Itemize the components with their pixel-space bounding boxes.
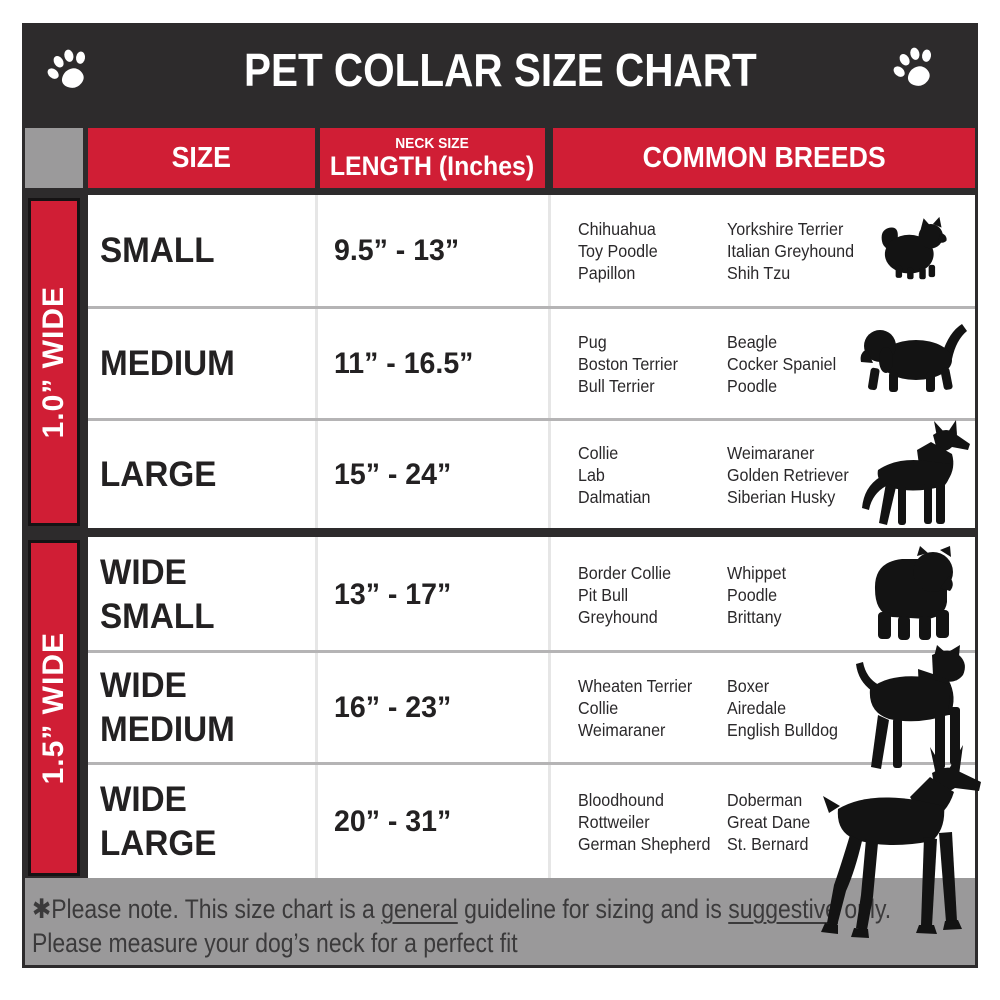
size-cell-wide-small: WIDE SMALL — [100, 553, 215, 636]
breeds-list: Wheaten Terrier Collie Weimaraner — [578, 675, 693, 740]
row-divider — [88, 650, 975, 653]
footer-line-1: ✱Please note. This size chart is a gener… — [32, 894, 891, 924]
column-divider — [548, 537, 551, 878]
size-cell-wide-medium: WIDE MEDIUM — [100, 665, 235, 749]
corner-block — [25, 128, 83, 188]
size-cell-wide-large: WIDE LARGE — [100, 779, 217, 863]
breeds-list: Border Collie Pit Bull Greyhound — [578, 563, 672, 627]
side-band-1-inch-wide: 1.0” WIDE — [28, 198, 80, 526]
breeds-cell-col2: Doberman Great Dane St. Bernard — [727, 765, 895, 878]
column-header-size: SIZE — [88, 128, 315, 188]
size-cell-large: LARGE — [100, 454, 217, 494]
pit-bull-silhouette-icon — [856, 645, 965, 769]
footer-note-text: ✱Please note. This size chart is a gener… — [32, 892, 891, 960]
side-band-label: 1.0” WIDE — [37, 285, 70, 439]
breeds-cell-col1: Pug Boston Terrier Bull Terrier — [578, 309, 728, 418]
column-header-length: NECK SIZE LENGTH (Inches) — [320, 128, 545, 188]
common-breeds-header-label: COMMON BREEDS — [642, 141, 886, 174]
neck-size-label: NECK SIZE — [395, 135, 470, 152]
length-cell: 16” - 23” — [334, 690, 452, 724]
breeds-cell-col2: Whippet Poodle Brittany — [727, 540, 895, 650]
breeds-cell-col2: Yorkshire Terrier Italian Greyhound Shih… — [727, 195, 895, 306]
beagle-silhouette-icon — [860, 324, 967, 392]
size-header-label: SIZE — [171, 141, 232, 174]
underlined-word-suggestive: suggestive — [728, 894, 838, 924]
paw-print-icon — [47, 49, 86, 88]
size-cell-small: SMALL — [100, 230, 215, 270]
length-cell: 15” - 24” — [334, 457, 452, 491]
breeds-list: Collie Lab Dalmatian — [578, 442, 651, 507]
doberman-silhouette-icon — [821, 745, 981, 938]
length-cell: 11” - 16.5” — [334, 346, 474, 380]
page-title: PET COLLAR SIZE CHART — [243, 44, 757, 96]
breeds-list: Chihuahua Toy Poodle Papillon — [578, 218, 658, 283]
length-cell: 20” - 31” — [334, 804, 452, 838]
length-inches-label: LENGTH (Inches) — [330, 151, 535, 181]
breeds-cell-col2: Beagle Cocker Spaniel Poodle — [727, 309, 895, 418]
breeds-cell-col1: Border Collie Pit Bull Greyhound — [578, 540, 728, 650]
bulldog-silhouette-icon — [874, 546, 953, 640]
paw-print-icon — [893, 47, 932, 86]
pomeranian-silhouette-icon — [881, 216, 947, 280]
breeds-list: Yorkshire Terrier Italian Greyhound Shih… — [727, 218, 855, 283]
breeds-cell-col1: Wheaten Terrier Collie Weimaraner — [578, 653, 728, 762]
breeds-list: Boxer Airedale English Bulldog — [727, 675, 838, 740]
german-shepherd-silhouette-icon — [862, 420, 970, 525]
column-header-common-breeds: COMMON BREEDS — [553, 128, 975, 188]
table-body-bottom-section — [88, 537, 975, 878]
breeds-cell-col2: Weimaraner Golden Retriever Siberian Hus… — [727, 421, 895, 528]
size-cell-medium: MEDIUM — [100, 343, 235, 383]
underlined-word-general: general — [381, 894, 458, 924]
title-bar: PET COLLAR SIZE CHART — [22, 23, 978, 117]
column-divider — [548, 195, 551, 528]
row-divider — [88, 306, 975, 309]
side-band-label: 1.5” WIDE — [37, 631, 70, 785]
column-divider — [315, 537, 318, 878]
length-cell: 13” - 17” — [334, 578, 452, 611]
breeds-cell-col1: Collie Lab Dalmatian — [578, 421, 728, 528]
breeds-list: Beagle Cocker Spaniel Poodle — [727, 331, 837, 396]
breeds-list: Weimaraner Golden Retriever Siberian Hus… — [727, 442, 849, 507]
footer-line-2: Please measure your dog’s neck for a per… — [32, 928, 518, 958]
breeds-cell-col2: Boxer Airedale English Bulldog — [727, 653, 895, 762]
breeds-list: Bloodhound Rottweiler German Shepherd — [578, 789, 711, 854]
breeds-list: Doberman Great Dane St. Bernard — [727, 789, 811, 854]
row-divider — [88, 762, 975, 765]
breeds-cell-col1: Chihuahua Toy Poodle Papillon — [578, 195, 728, 306]
row-divider — [88, 418, 975, 421]
table-body-top-section — [88, 195, 975, 528]
breeds-cell-col1: Bloodhound Rottweiler German Shepherd — [578, 765, 728, 878]
breeds-list: Pug Boston Terrier Bull Terrier — [578, 331, 678, 396]
side-band-1-5-inch-wide: 1.5” WIDE — [28, 540, 80, 876]
footer-note-bar — [25, 878, 975, 965]
length-cell: 9.5” - 13” — [334, 233, 460, 267]
column-divider — [315, 195, 318, 528]
breeds-list: Whippet Poodle Brittany — [727, 563, 787, 627]
